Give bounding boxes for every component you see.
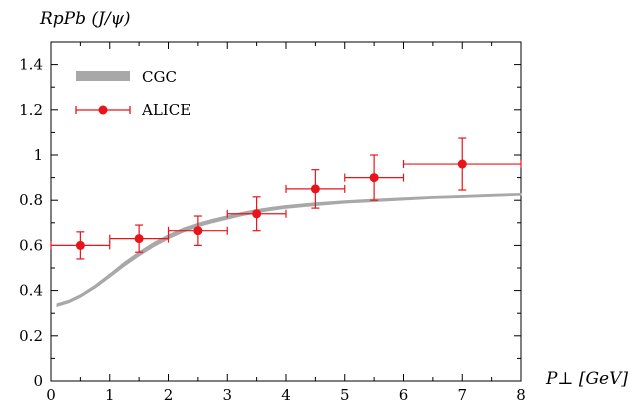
legend-cgc-swatch [76,71,130,81]
x-tick-label: 1 [105,386,115,404]
x-tick-label: 8 [516,386,526,404]
alice-point [310,184,320,194]
x-tick-label: 3 [222,386,232,404]
x-tick-label: 6 [399,386,409,404]
alice-point [193,226,203,236]
y-tick-label: 1 [33,146,43,164]
legend-alice-marker [98,105,108,115]
x-tick-label: 5 [340,386,350,404]
alice-point [75,240,85,250]
y-tick-label: 0.8 [19,191,43,209]
y-tick-label: 1.4 [19,56,43,74]
legend-alice-label: ALICE [141,101,191,119]
legend-cgc-label: CGC [142,68,177,86]
alice-point [252,209,262,219]
legend: CGC ALICE [75,68,191,119]
x-axis-title: P⊥ [GeV] [545,369,628,389]
y-axis-title: RpPb (J/ψ) [39,9,131,29]
x-tick-label: 0 [46,386,56,404]
y-tick-label: 1.2 [19,101,43,119]
alice-point [134,234,144,244]
x-tick-label: 4 [281,386,291,404]
y-tick-label: 0.2 [19,327,43,345]
y-tick-label: 0.6 [19,236,43,254]
cgc-band [56,193,522,307]
y-tick-label: 0 [33,372,43,390]
alice-point [369,173,379,183]
alice-point [457,159,467,169]
x-tick-label: 2 [164,386,174,404]
x-tick-label: 7 [457,386,467,404]
y-tick-label: 0.4 [19,282,43,300]
plot-area: 0 1 2 3 4 5 6 7 8 0 0.2 0.4 0.6 0.8 1 1.2 1.4 [19,41,526,404]
